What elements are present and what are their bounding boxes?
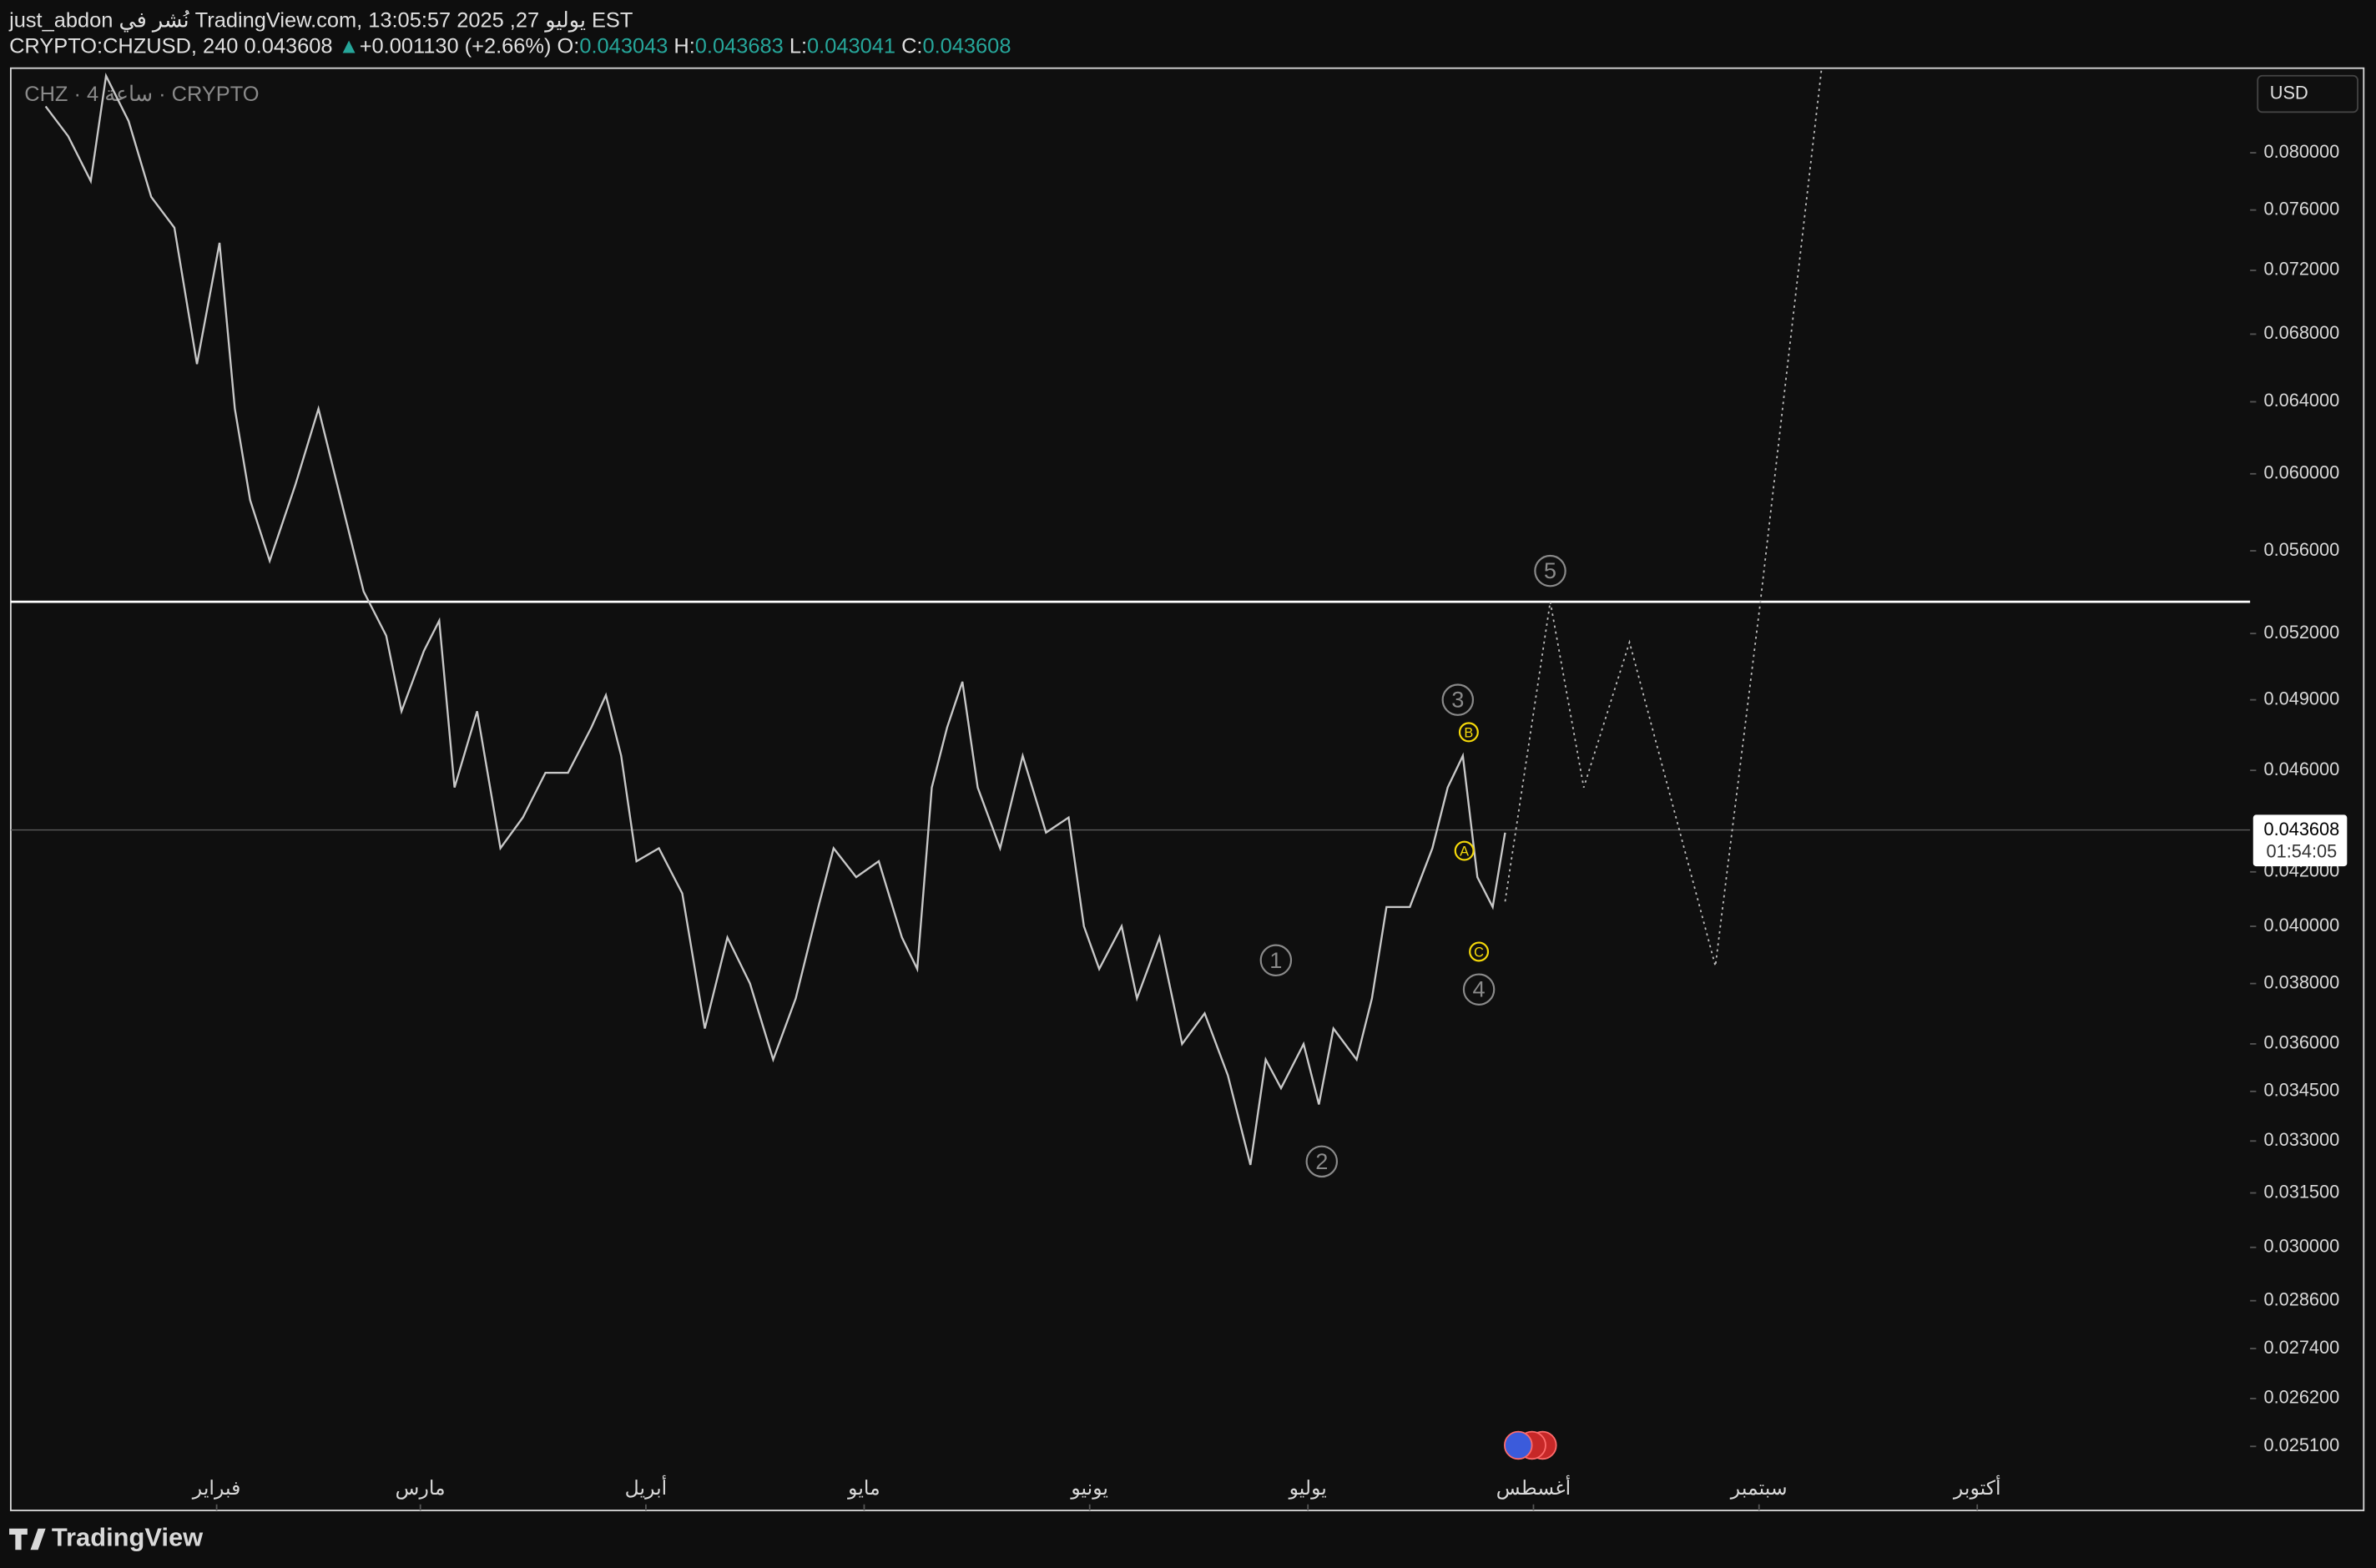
- wave-label-circle: [1469, 941, 1490, 962]
- y-tick-label: 0.027400: [2263, 1337, 2339, 1358]
- y-tick-label: 0.031500: [2263, 1181, 2339, 1202]
- wave-label: 1: [1269, 947, 1282, 973]
- arrow: ▲: [339, 34, 360, 58]
- x-tick-label: أغسطس: [1496, 1474, 1571, 1500]
- h-value: 0.043683: [695, 34, 784, 58]
- y-tick-label: 0.034500: [2263, 1080, 2339, 1101]
- wave-label-circle: [1305, 1145, 1339, 1178]
- y-tick-label: 0.052000: [2263, 622, 2339, 643]
- c-label: C:: [901, 34, 922, 58]
- wave-label-circle: [1441, 683, 1475, 716]
- wave-label-circle: [1534, 554, 1566, 587]
- x-tick-label: سبتمبر: [1730, 1478, 1788, 1500]
- y-tick-label: 0.049000: [2263, 688, 2339, 708]
- price-line: [44, 73, 1506, 1166]
- y-tick-label: 0.076000: [2263, 198, 2339, 219]
- last-price-box: [2252, 814, 2348, 867]
- wave-label-circle: [1259, 944, 1293, 977]
- user: just_abdon: [8, 8, 113, 32]
- y-tick-label: 0.028600: [2263, 1288, 2339, 1309]
- x-tick-label: مارس: [396, 1478, 446, 1500]
- brand-logo: [9, 1528, 46, 1550]
- y-tick-label: 0.080000: [2263, 141, 2339, 162]
- y-tick-label: 0.025100: [2263, 1434, 2339, 1455]
- projection-path: [1504, 68, 1823, 966]
- l-value: 0.043041: [807, 34, 895, 58]
- x-tick-label: أبريل: [625, 1474, 668, 1500]
- x-tick-label: يونيو: [1070, 1478, 1108, 1500]
- symbol: CRYPTO:CHZUSD, 240 0.043608: [9, 34, 332, 58]
- change: +0.001130 (+2.66%): [360, 34, 552, 58]
- y-tick-label: 0.038000: [2263, 971, 2339, 992]
- events-icons[interactable]: [1504, 1430, 1557, 1460]
- o-label: O:: [557, 34, 580, 58]
- wave-label-circle: [1458, 722, 1479, 743]
- countdown: 01:54:05: [2266, 841, 2337, 862]
- y-tick-label: 0.030000: [2263, 1236, 2339, 1257]
- x-tick-label: يوليو: [1289, 1478, 1327, 1500]
- y-tick-label: 0.056000: [2263, 539, 2339, 560]
- y-tick-label: 0.072000: [2263, 259, 2339, 280]
- y-tick-label: 0.033000: [2263, 1129, 2339, 1150]
- wave-label: C: [1474, 945, 1484, 960]
- wave-label: B: [1464, 726, 1473, 741]
- wave-label: A: [1460, 845, 1469, 860]
- o-value: 0.043043: [579, 34, 668, 58]
- last-price-label: 0.043608: [2263, 819, 2339, 839]
- symbol-legend: CHZ · 4 ساعة · CRYPTO: [24, 83, 259, 106]
- y-tick-label: 0.060000: [2263, 462, 2339, 483]
- c-value: 0.043608: [922, 34, 1011, 58]
- event-icon[interactable]: [1504, 1430, 1533, 1460]
- footer-brand: TradingView: [52, 1523, 204, 1552]
- header-line1: just_abdon نُشر في TradingView.com, يولي…: [8, 8, 633, 33]
- header-line2: CRYPTO:CHZUSD, 240 0.043608 ▲+0.001130 (…: [9, 34, 1011, 58]
- y-tick-label: 0.068000: [2263, 322, 2339, 343]
- wave-label-circle: [1462, 973, 1496, 1006]
- wave-label-circle: [1454, 840, 1475, 861]
- wave-label: 2: [1315, 1148, 1328, 1174]
- y-tick-label: 0.036000: [2263, 1032, 2339, 1053]
- y-tick-label: 0.046000: [2263, 759, 2339, 779]
- y-tick-label: 0.026200: [2263, 1387, 2339, 1408]
- plot: 0.080000 0.076000 0.072000 0.068000 0.064000…: [10, 68, 2348, 1511]
- chart-frame: [9, 67, 2365, 1511]
- wave-label: 5: [1544, 557, 1556, 583]
- currency[interactable]: USD: [2270, 82, 2308, 103]
- currency-box[interactable]: [2257, 74, 2358, 113]
- x-tick-label: مايو: [847, 1478, 880, 1500]
- x-tick-label: فبراير: [192, 1478, 241, 1500]
- y-tick-label: 0.040000: [2263, 915, 2339, 935]
- x-tick-label: أكتوبر: [1953, 1474, 2001, 1500]
- y-tick-label: 0.064000: [2263, 390, 2339, 411]
- wave-label: 3: [1451, 687, 1464, 713]
- wave-label: 4: [1473, 976, 1486, 1002]
- published: نُشر في TradingView.com, يوليو 27, 2025 …: [119, 8, 633, 33]
- h-label: H:: [673, 34, 694, 58]
- l-label: L:: [789, 34, 807, 58]
